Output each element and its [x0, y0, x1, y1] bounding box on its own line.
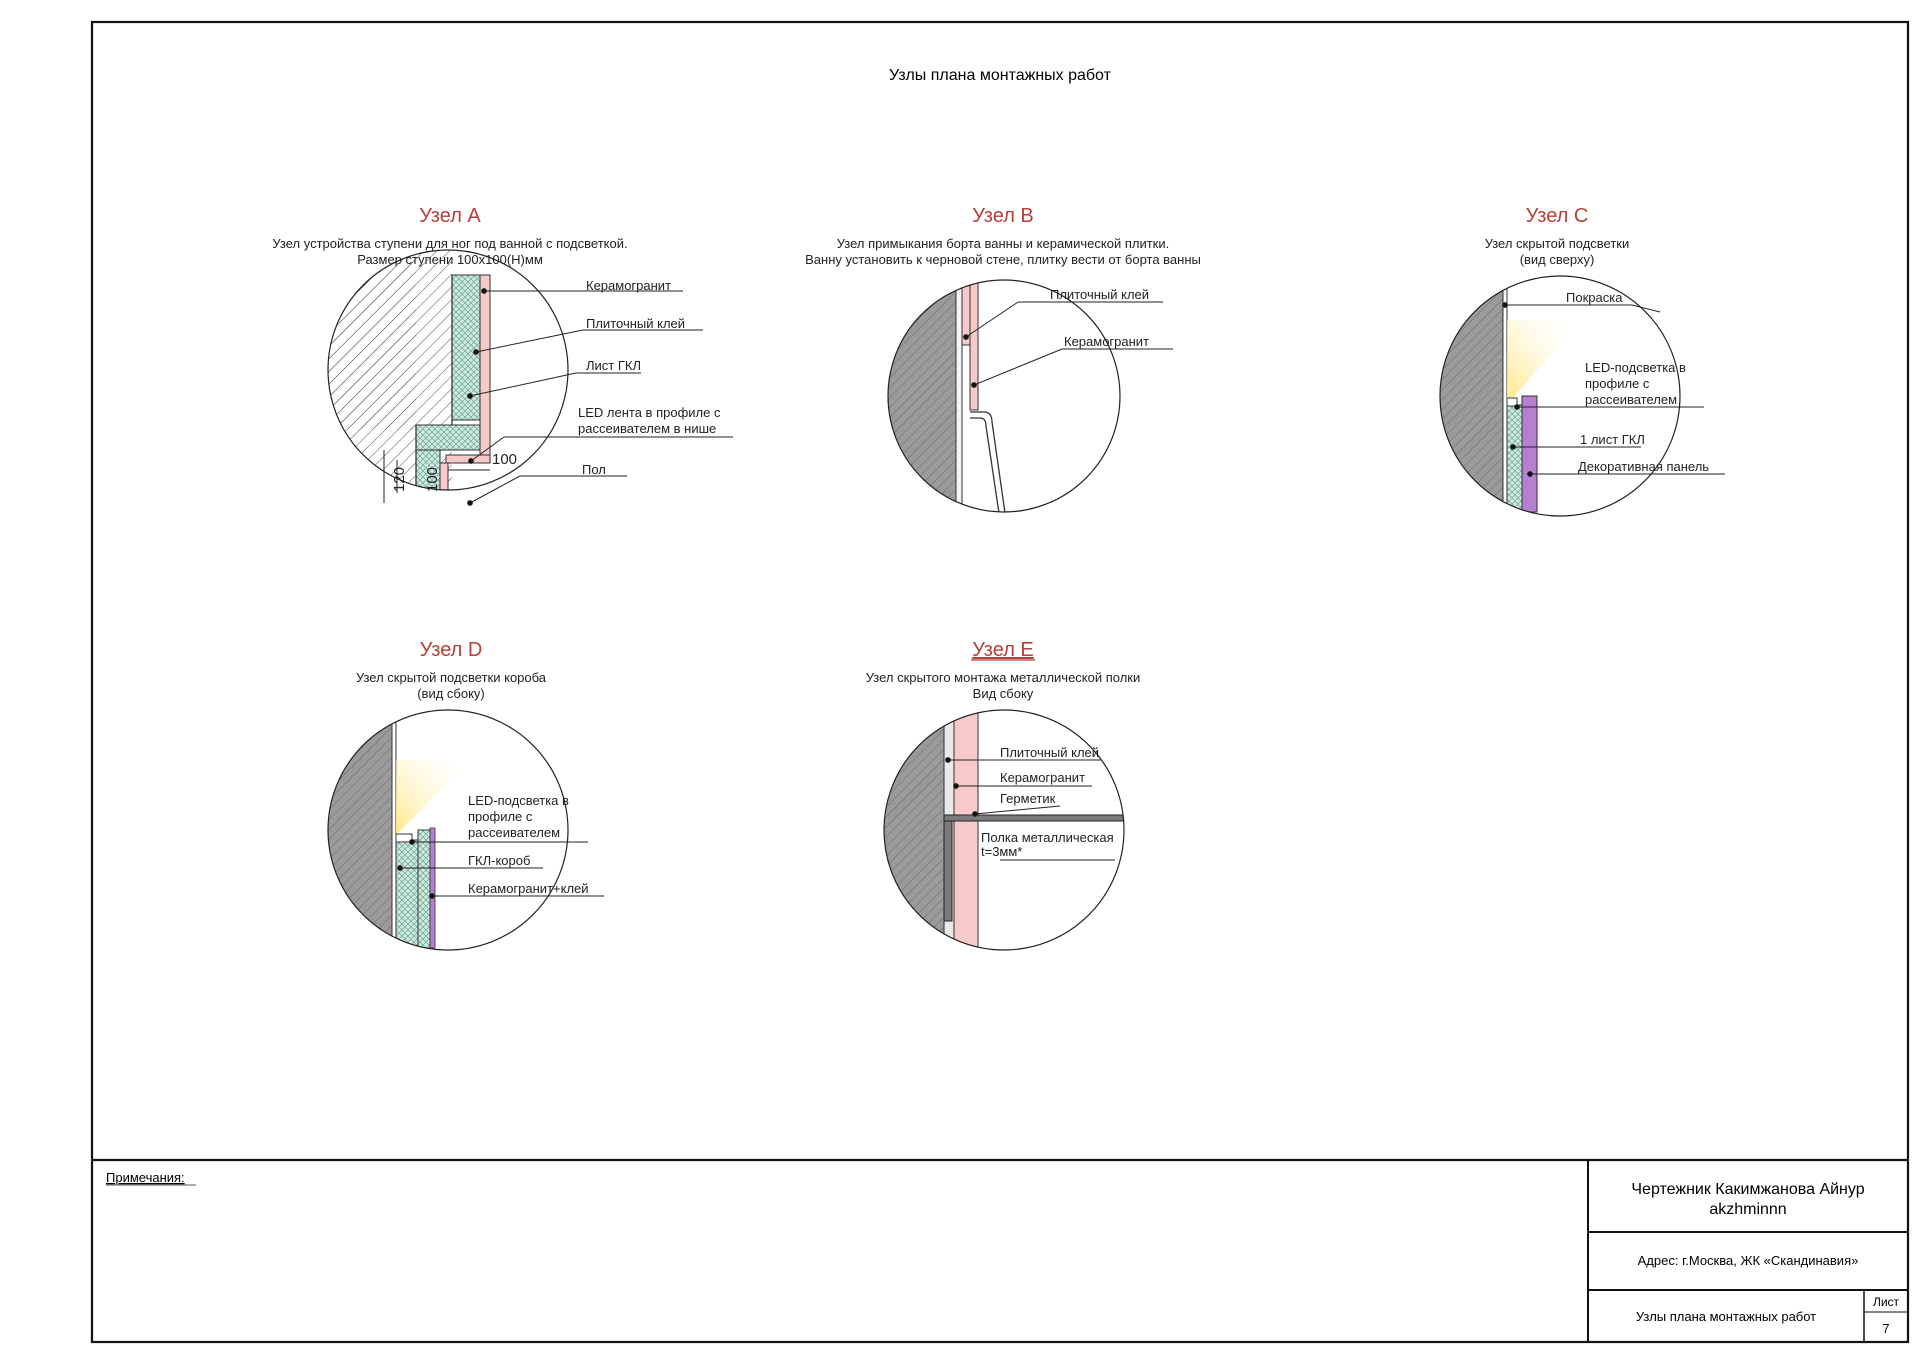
node-a-label-gkl: Лист ГКЛ — [586, 358, 641, 373]
node-d-label-led-3: рассеивателем — [468, 825, 560, 840]
node-c-title: Узел C — [1526, 205, 1589, 227]
node-a-desc-1: Узел устройства ступени для ног под ванн… — [272, 236, 627, 251]
sheet-name: Узлы плана монтажных работ — [1636, 1309, 1816, 1324]
node-d-desc-2: (вид сбоку) — [417, 686, 485, 701]
sheet-frame — [90, 20, 1910, 1344]
node-a-section — [328, 250, 491, 490]
node-c-label-paint: Покраска — [1566, 290, 1623, 305]
node-d-desc-1: Узел скрытой подсветки короба — [356, 670, 547, 685]
node-c-label-gkl: 1 лист ГКЛ — [1580, 432, 1645, 447]
node-e-desc-1: Узел скрытого монтажа металлической полк… — [866, 670, 1141, 685]
node-a-dim-width: 100 — [492, 451, 517, 468]
node-d-label-gkl-box: ГКЛ-короб — [468, 853, 530, 868]
node-d-title: Узел D — [420, 639, 483, 661]
node-c: Узел C Узел скрытой подсветки (вид сверх… — [1439, 205, 1725, 517]
node-b-label-tile: Керамогранит — [1064, 334, 1149, 349]
node-a-label-tile: Керамогранит — [586, 278, 671, 293]
node-b-title: Узел B — [972, 205, 1034, 227]
node-c-desc-1: Узел скрытой подсветки — [1485, 236, 1630, 251]
title-block — [1587, 1160, 1908, 1342]
node-c-label-panel: Декоративная панель — [1578, 459, 1709, 474]
node-d-label-tile-adhesive: Керамогранит+клей — [468, 881, 589, 896]
notes-label: Примечания: — [106, 1170, 185, 1185]
node-b-desc-1: Узел примыкания борта ванны и керамическ… — [837, 236, 1169, 251]
node-a-label-led-1: LED лента в профиле с — [578, 405, 721, 420]
node-b-desc-2: Ванну установить к черновой стене, плитк… — [805, 252, 1201, 267]
author-name: Чертежник Какимжанова Айнур — [1631, 1181, 1864, 1198]
node-e-label-shelf-2: t=3мм* — [981, 844, 1022, 859]
node-a-dim-height-100: 100 — [424, 467, 441, 492]
node-e-label-adhesive: Плиточный клей — [1000, 745, 1099, 760]
node-a-label-adhesive: Плиточный клей — [586, 316, 685, 331]
node-a-dim-height-120: 120 — [391, 467, 408, 492]
node-b-label-adhesive: Плиточный клей — [1050, 287, 1149, 302]
node-e-label-tile: Керамогранит — [1000, 770, 1085, 785]
node-c-label-led-3: рассеивателем — [1585, 392, 1677, 407]
sheet-title: Узлы плана монтажных работ — [889, 67, 1112, 84]
node-d-section — [328, 710, 470, 950]
node-d-label-led-1: LED-подсветка в — [468, 793, 569, 808]
node-c-label-led-1: LED-подсветка в — [1585, 360, 1686, 375]
node-c-section — [1440, 276, 1580, 516]
author-handle: akzhminnn — [1709, 1201, 1786, 1218]
node-c-label-led-2: профиле с — [1585, 376, 1650, 391]
address: Адрес: г.Москва, ЖК «Скандинавия» — [1638, 1253, 1859, 1268]
node-d: Узел D Узел скрытой подсветки короба (ви… — [327, 639, 604, 951]
node-a: Узел A Узел устройства ступени для ног п… — [272, 205, 733, 506]
node-a-label-floor: Пол — [582, 462, 606, 477]
node-d-label-led-2: профиле с — [468, 809, 533, 824]
node-e: Узел E Узел скрытого монтажа металлическ… — [866, 639, 1141, 951]
node-e-desc-2: Вид сбоку — [973, 686, 1034, 701]
sheet-label: Лист — [1873, 1295, 1900, 1309]
node-b-section — [888, 280, 1007, 512]
node-e-title: Узел E — [972, 639, 1034, 661]
node-a-title: Узел A — [419, 205, 481, 227]
node-b-circle — [887, 279, 1121, 513]
sheet-number: 7 — [1882, 1321, 1889, 1336]
node-a-circle — [327, 249, 569, 491]
node-e-label-sealant: Герметик — [1000, 791, 1056, 806]
node-b: Узел B Узел примыкания борта ванны и кер… — [805, 205, 1201, 513]
node-e-circle — [883, 709, 1125, 951]
node-a-label-led-2: рассеивателем в нише — [578, 421, 716, 436]
node-c-desc-2: (вид сверху) — [1520, 252, 1595, 267]
node-e-label-shelf-1: Полка металлическая — [981, 830, 1114, 845]
node-d-circle — [327, 709, 569, 951]
node-c-circle — [1439, 275, 1681, 517]
